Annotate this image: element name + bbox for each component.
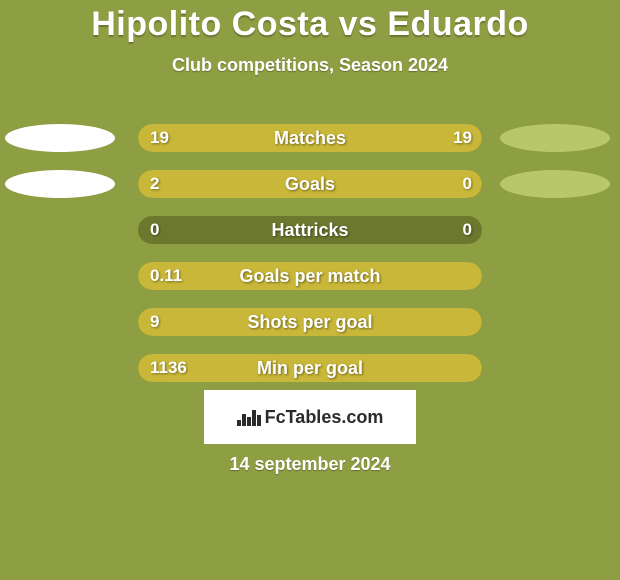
stat-bar-left	[138, 170, 482, 198]
stat-value-left: 9	[150, 308, 159, 336]
stat-bar-track	[138, 216, 482, 244]
player-right-marker	[500, 124, 610, 152]
stat-row: 20Goals	[0, 166, 620, 212]
stat-row: 9Shots per goal	[0, 304, 620, 350]
comparison-infographic: Hipolito Costa vs Eduardo Club competiti…	[0, 0, 620, 580]
stat-value-right: 0	[463, 170, 472, 198]
stat-value-left: 1136	[150, 354, 187, 382]
brand-label: FcTables.com	[265, 407, 384, 428]
stat-value-left: 19	[150, 124, 169, 152]
stat-value-right: 19	[453, 124, 472, 152]
stat-bar-left	[138, 354, 482, 382]
stat-row: 1919Matches	[0, 120, 620, 166]
player-right-marker	[500, 170, 610, 198]
player-left-marker	[5, 170, 115, 198]
stat-bar-track	[138, 170, 482, 198]
footer-date: 14 september 2024	[0, 454, 620, 475]
stat-bar-left	[138, 262, 482, 290]
stat-row: 00Hattricks	[0, 212, 620, 258]
stat-bar-left	[138, 308, 482, 336]
brand-box: FcTables.com	[204, 390, 416, 444]
stat-value-left: 2	[150, 170, 159, 198]
page-title: Hipolito Costa vs Eduardo	[0, 0, 620, 43]
bars-chart-icon	[237, 408, 259, 426]
stat-bar-track	[138, 262, 482, 290]
stat-value-left: 0	[150, 216, 159, 244]
subtitle: Club competitions, Season 2024	[0, 55, 620, 76]
stats-chart: 1919Matches20Goals00Hattricks0.11Goals p…	[0, 120, 620, 396]
player-left-marker	[5, 124, 115, 152]
stat-bar-track	[138, 354, 482, 382]
stat-row: 0.11Goals per match	[0, 258, 620, 304]
stat-bar-track	[138, 308, 482, 336]
stat-value-right: 0	[463, 216, 472, 244]
stat-bar-track	[138, 124, 482, 152]
stat-value-left: 0.11	[150, 262, 182, 290]
